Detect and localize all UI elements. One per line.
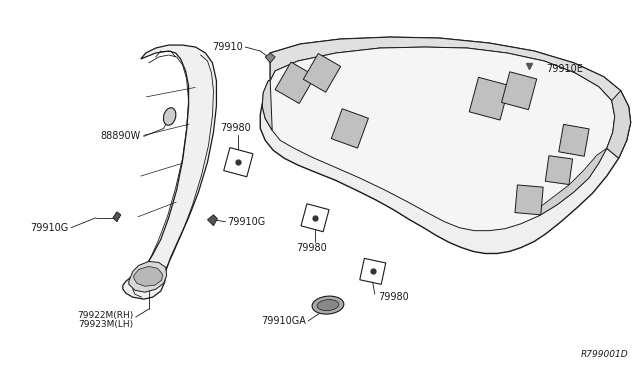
- Text: 79910GA: 79910GA: [261, 316, 306, 326]
- Polygon shape: [301, 204, 329, 232]
- Polygon shape: [207, 215, 218, 226]
- Polygon shape: [559, 124, 589, 156]
- Polygon shape: [134, 266, 163, 286]
- Polygon shape: [515, 185, 543, 215]
- Text: 79922M(RH): 79922M(RH): [77, 311, 134, 320]
- Polygon shape: [607, 91, 630, 158]
- Text: R799001D: R799001D: [581, 350, 628, 359]
- Text: 79923M(LH): 79923M(LH): [79, 320, 134, 330]
- Polygon shape: [275, 62, 315, 103]
- Text: 79910G: 79910G: [227, 217, 266, 227]
- Polygon shape: [123, 45, 216, 299]
- Text: 79910E: 79910E: [546, 64, 583, 74]
- Ellipse shape: [317, 299, 339, 311]
- Polygon shape: [270, 37, 630, 158]
- Polygon shape: [303, 54, 340, 92]
- Text: 79910G: 79910G: [30, 223, 68, 233]
- Polygon shape: [360, 259, 386, 284]
- Polygon shape: [113, 212, 121, 222]
- Polygon shape: [469, 77, 509, 120]
- Polygon shape: [332, 109, 369, 148]
- Ellipse shape: [312, 296, 344, 314]
- Polygon shape: [545, 156, 573, 185]
- Ellipse shape: [163, 108, 176, 125]
- Text: 79910: 79910: [212, 42, 243, 52]
- Polygon shape: [129, 262, 166, 292]
- Text: 79980: 79980: [220, 124, 251, 134]
- Text: 79980: 79980: [297, 243, 328, 253]
- Text: 79980: 79980: [378, 292, 408, 302]
- Polygon shape: [224, 148, 253, 177]
- Polygon shape: [262, 47, 614, 231]
- Polygon shape: [262, 81, 272, 131]
- Polygon shape: [539, 148, 607, 216]
- Polygon shape: [265, 53, 275, 63]
- Text: 88890W: 88890W: [100, 131, 141, 141]
- Polygon shape: [502, 72, 537, 110]
- Polygon shape: [260, 37, 630, 253]
